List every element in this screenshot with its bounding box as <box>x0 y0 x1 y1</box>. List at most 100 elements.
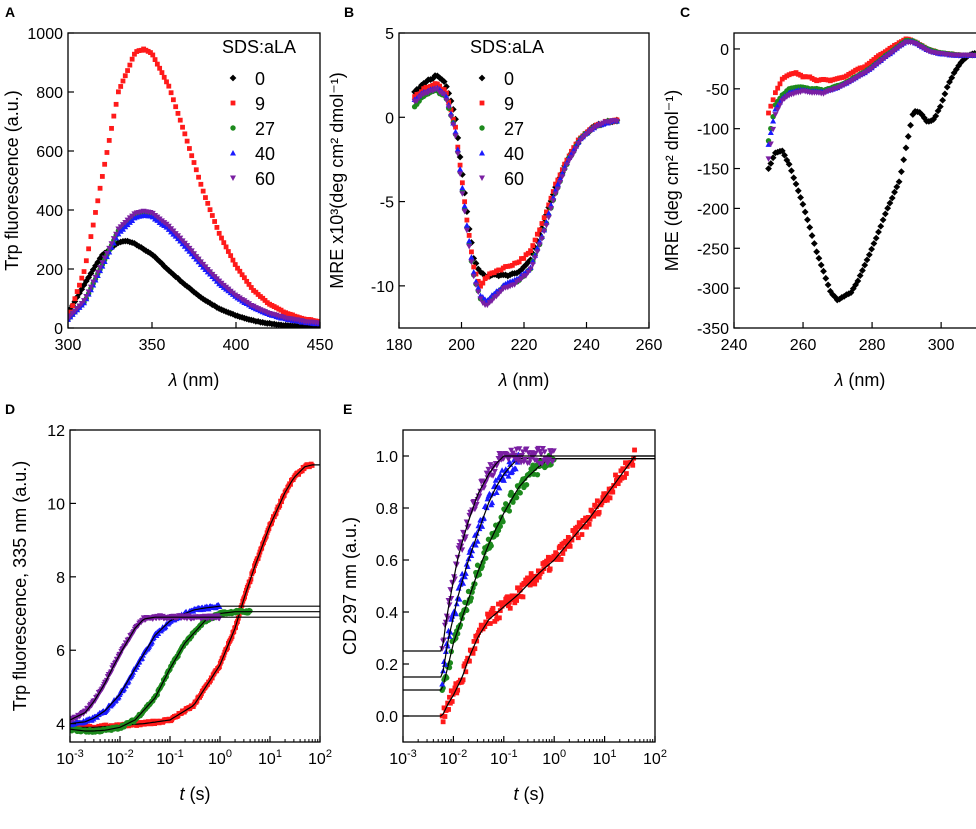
data-point <box>494 460 501 467</box>
data-point <box>523 482 530 488</box>
data-point <box>591 513 597 519</box>
data-point <box>568 154 575 161</box>
data-point <box>465 655 471 661</box>
data-point <box>448 688 454 694</box>
data-point <box>537 448 544 455</box>
data-point <box>223 244 229 250</box>
data-point <box>472 646 478 652</box>
data-point <box>500 477 507 483</box>
data-point <box>543 455 550 461</box>
data-point <box>455 687 461 693</box>
data-point <box>108 669 115 675</box>
data-point <box>111 113 117 119</box>
x-axis-label: t (s) <box>513 784 544 804</box>
data-point <box>527 582 533 588</box>
data-point <box>279 499 284 505</box>
data-point <box>806 224 814 231</box>
data-point <box>457 539 464 545</box>
data-point <box>110 236 117 242</box>
data-point <box>198 181 204 187</box>
data-point <box>454 151 461 157</box>
data-point <box>534 249 541 255</box>
data-point <box>126 636 133 643</box>
data-point <box>919 44 926 51</box>
fit-line <box>70 605 320 725</box>
data-point <box>904 133 912 140</box>
data-point <box>516 446 523 452</box>
data-point <box>519 449 526 455</box>
data-point <box>493 489 500 496</box>
data-point <box>439 646 446 652</box>
data-point <box>248 285 254 290</box>
y-axis-label: Trp fluorescence (a.u.) <box>2 90 22 270</box>
data-point <box>161 74 167 80</box>
data-point <box>475 632 480 638</box>
data-point <box>555 554 561 560</box>
y-tick-label: -350 <box>697 321 729 338</box>
data-point <box>97 265 104 271</box>
data-point <box>475 284 482 291</box>
data-point <box>545 561 550 567</box>
x-tick-label: 240 <box>573 337 600 354</box>
data-point <box>554 551 559 557</box>
y-tick-label: -200 <box>697 201 729 218</box>
y-tick-label: -150 <box>697 162 729 179</box>
data-point <box>441 705 447 711</box>
data-point <box>575 535 581 541</box>
x-tick-label: 260 <box>636 337 663 354</box>
y-tick-label: 0 <box>385 110 394 127</box>
data-point <box>770 118 777 124</box>
data-point <box>797 194 804 201</box>
y-tick-label: 0.6 <box>376 553 398 570</box>
data-point <box>506 508 513 514</box>
x-tick-label: 260 <box>790 337 817 354</box>
data-point <box>102 161 108 167</box>
data-point <box>109 125 114 131</box>
data-point <box>496 484 503 491</box>
data-point <box>559 174 566 180</box>
data-point <box>941 90 949 98</box>
data-point <box>536 242 543 248</box>
plot-area <box>70 461 320 735</box>
data-point <box>765 156 772 162</box>
data-point <box>106 245 113 252</box>
data-point <box>516 593 521 599</box>
data-point <box>535 568 541 574</box>
fit-line <box>403 455 655 652</box>
data-point <box>103 250 110 257</box>
data-point <box>897 168 905 176</box>
data-point <box>532 581 538 587</box>
data-point <box>525 250 531 256</box>
data-point <box>604 491 609 497</box>
data-point <box>544 558 549 564</box>
data-point <box>579 532 585 537</box>
data-point <box>877 222 885 230</box>
data-point <box>546 457 553 463</box>
data-point <box>801 208 809 216</box>
data-point <box>85 289 92 295</box>
data-point <box>439 713 445 719</box>
data-point <box>536 574 542 580</box>
data-point <box>221 240 227 246</box>
data-point <box>893 183 901 191</box>
data-point <box>594 504 599 510</box>
data-point <box>817 261 825 269</box>
data-point <box>488 543 494 549</box>
data-point <box>125 68 130 73</box>
data-point <box>486 613 492 619</box>
data-point <box>196 174 201 180</box>
x-tick-label: 300 <box>55 337 82 354</box>
data-point <box>533 458 540 464</box>
data-point <box>544 209 549 215</box>
data-point <box>487 462 494 468</box>
data-point <box>792 180 800 188</box>
data-point <box>558 557 564 562</box>
data-point <box>95 198 101 204</box>
data-point <box>187 146 192 151</box>
data-point <box>184 138 190 144</box>
data-point <box>879 216 887 224</box>
data-point <box>484 274 490 280</box>
data-point <box>106 138 112 143</box>
data-point <box>547 205 554 212</box>
data-point <box>520 594 526 600</box>
